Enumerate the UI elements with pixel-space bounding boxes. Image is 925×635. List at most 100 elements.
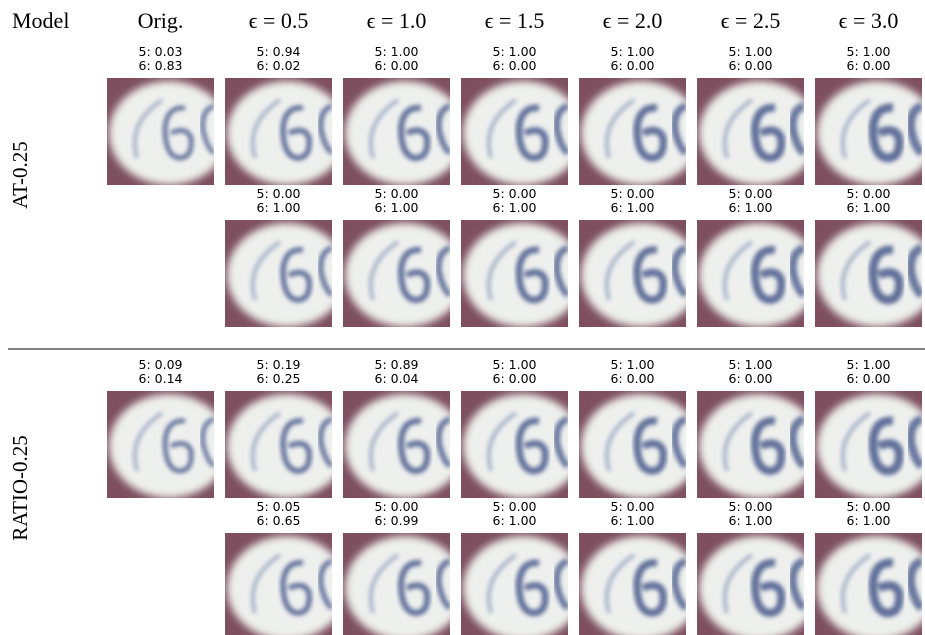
- image-disc: [227, 81, 347, 185]
- image-disc: [345, 81, 465, 185]
- prediction-label: 6: 1.00: [257, 200, 301, 215]
- prediction-label: 6: 0.00: [729, 371, 773, 386]
- image: [225, 220, 347, 327]
- prediction-label: 6: 0.00: [611, 58, 655, 73]
- prediction-label: 5: 0.03: [139, 44, 183, 59]
- image: [579, 220, 701, 327]
- image: [343, 220, 465, 327]
- image: [107, 78, 229, 185]
- prediction-label: 6: 0.14: [139, 371, 183, 386]
- image-disc: [463, 223, 583, 327]
- prediction-label: 6: 0.02: [257, 58, 301, 73]
- prediction-label: 5: 0.00: [611, 186, 655, 201]
- prediction-label: 6: 0.00: [493, 58, 537, 73]
- prediction-label: 5: 1.00: [611, 357, 655, 372]
- prediction-label: 5: 0.89: [375, 357, 419, 372]
- image: [225, 391, 347, 498]
- image-disc: [109, 81, 229, 185]
- image: [697, 78, 819, 185]
- prediction-label: 5: 0.05: [257, 499, 301, 514]
- column-header: Model: [12, 8, 69, 33]
- prediction-label: 6: 0.83: [139, 58, 183, 73]
- image: [343, 533, 465, 635]
- prediction-label: 5: 0.00: [729, 186, 773, 201]
- image: [343, 78, 465, 185]
- column-header: ϵ = 3.0: [839, 8, 899, 33]
- prediction-label: 5: 1.00: [847, 44, 891, 59]
- prediction-label: 5: 0.00: [375, 186, 419, 201]
- image: [579, 391, 701, 498]
- prediction-label: 5: 1.00: [847, 357, 891, 372]
- model-label: AT-0.25: [8, 141, 32, 208]
- image: [461, 220, 583, 327]
- prediction-label: 6: 1.00: [375, 200, 419, 215]
- image-disc: [345, 394, 465, 498]
- prediction-label: 5: 1.00: [729, 44, 773, 59]
- prediction-label: 6: 1.00: [611, 513, 655, 528]
- image-disc: [581, 81, 701, 185]
- image: [697, 220, 819, 327]
- column-header: ϵ = 2.5: [721, 8, 781, 33]
- image: [461, 78, 583, 185]
- prediction-label: 5: 0.00: [847, 186, 891, 201]
- prediction-label: 5: 0.00: [729, 499, 773, 514]
- image-disc: [463, 81, 583, 185]
- prediction-label: 6: 0.25: [257, 371, 301, 386]
- image: [697, 533, 819, 635]
- column-header: ϵ = 2.0: [603, 8, 663, 33]
- prediction-label: 6: 0.00: [375, 58, 419, 73]
- model-label: RATIO-0.25: [8, 435, 32, 541]
- image: [815, 533, 925, 635]
- image-disc: [227, 223, 347, 327]
- prediction-label: 6: 0.99: [375, 513, 419, 528]
- image: [815, 391, 925, 498]
- prediction-label: 6: 1.00: [611, 200, 655, 215]
- prediction-label: 6: 0.00: [611, 371, 655, 386]
- image: [579, 533, 701, 635]
- prediction-label: 5: 0.00: [375, 499, 419, 514]
- image: [343, 391, 465, 498]
- prediction-label: 5: 1.00: [493, 44, 537, 59]
- image: [697, 391, 819, 498]
- image: [579, 78, 701, 185]
- prediction-label: 6: 1.00: [493, 513, 537, 528]
- prediction-label: 5: 0.19: [257, 357, 301, 372]
- image: [815, 78, 925, 185]
- image-disc: [345, 223, 465, 327]
- image-disc: [581, 394, 701, 498]
- image: [815, 220, 925, 327]
- image: [225, 533, 347, 635]
- prediction-label: 6: 1.00: [847, 200, 891, 215]
- prediction-label: 6: 1.00: [847, 513, 891, 528]
- prediction-label: 6: 0.00: [847, 371, 891, 386]
- prediction-label: 6: 0.04: [375, 371, 419, 386]
- prediction-label: 5: 1.00: [611, 44, 655, 59]
- image: [461, 391, 583, 498]
- figure: Model Orig. ϵ = 0.5 ϵ = 1.0 ϵ = 1.5 ϵ = 2.0 ϵ …: [0, 0, 925, 635]
- image-disc: [463, 394, 583, 498]
- prediction-label: 6: 0.65: [257, 513, 301, 528]
- prediction-label: 5: 1.00: [493, 357, 537, 372]
- column-header: ϵ = 1.0: [367, 8, 427, 33]
- prediction-label: 6: 1.00: [493, 200, 537, 215]
- prediction-label: 5: 0.00: [493, 186, 537, 201]
- prediction-label: 6: 0.00: [493, 371, 537, 386]
- column-header: ϵ = 1.5: [485, 8, 545, 33]
- image-disc: [227, 394, 347, 498]
- prediction-label: 5: 1.00: [729, 357, 773, 372]
- prediction-label: 6: 0.00: [729, 58, 773, 73]
- prediction-label: 6: 1.00: [729, 200, 773, 215]
- image: [461, 533, 583, 635]
- image-disc: [109, 394, 229, 498]
- prediction-label: 5: 0.09: [139, 357, 183, 372]
- prediction-label: 5: 1.00: [375, 44, 419, 59]
- prediction-label: 5: 0.00: [847, 499, 891, 514]
- prediction-label: 6: 1.00: [729, 513, 773, 528]
- image: [225, 78, 347, 185]
- column-header: ϵ = 0.5: [249, 8, 309, 33]
- column-header: Orig.: [138, 8, 184, 33]
- image: [107, 391, 229, 498]
- prediction-label: 5: 0.00: [257, 186, 301, 201]
- prediction-label: 6: 0.00: [847, 58, 891, 73]
- image-disc: [581, 223, 701, 327]
